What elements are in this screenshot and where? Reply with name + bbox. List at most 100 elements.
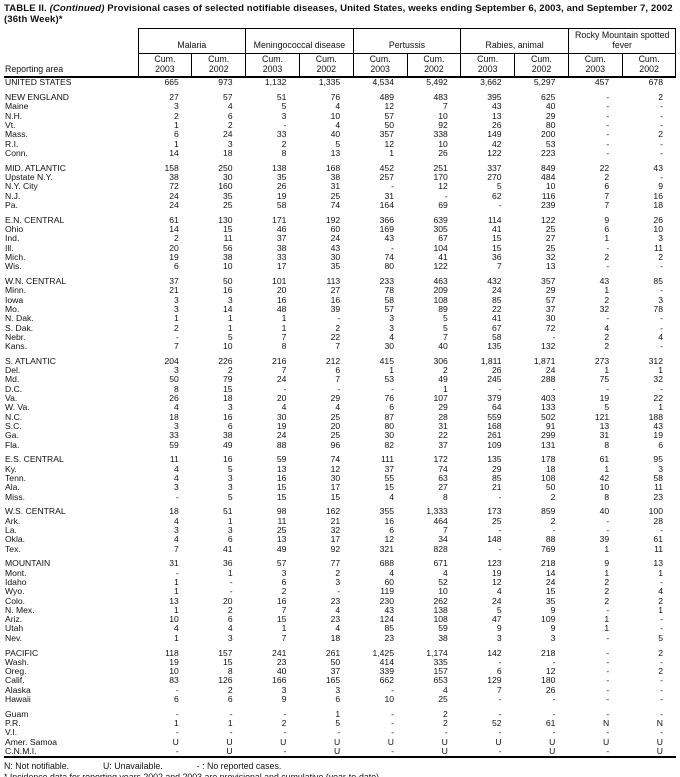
value-cell: 1 [658, 605, 663, 615]
value-cell: 118 [165, 648, 179, 658]
value-cell: 4 [174, 624, 179, 634]
value-cell: 463 [433, 277, 448, 287]
legend-item: - : No reported cases. [196, 761, 282, 772]
value-cell: 124 [379, 615, 394, 625]
column-meningococcal-disease-2002: Cum. 2002 [298, 53, 354, 79]
value-cell: 6 [389, 525, 394, 535]
value-cell: 29 [438, 403, 448, 413]
reporting-area-cell: Mont. [5, 568, 27, 578]
value-cell: 1 [281, 624, 287, 634]
value-cell: 23 [276, 657, 287, 667]
reporting-area-cell: Nev. [5, 633, 23, 643]
value-cell: 10 [653, 225, 663, 235]
value-cell: 973 [218, 77, 233, 88]
value-cell: - [606, 605, 610, 615]
reporting-area-cell: Minn. [5, 286, 27, 296]
value-cell: 2 [443, 719, 448, 729]
value-cell: 20 [223, 596, 233, 606]
value-cell: 16 [276, 473, 287, 483]
value-cell: 20 [276, 286, 287, 296]
value-cell: 5 [496, 182, 502, 192]
value-cell: 9 [658, 182, 663, 192]
value-cell: 7 [335, 375, 341, 385]
table-row-upstate-n-y: Upstate N.Y. 38 30 35 38 257 170 270 484 2 - [4, 173, 676, 182]
value-cell: 12 [492, 577, 502, 587]
value-cell: 2 [174, 234, 179, 244]
value-cell: - [660, 728, 663, 738]
value-cell: 50 [169, 375, 179, 385]
value-cell: - [498, 709, 502, 719]
value-cell: 166 [272, 676, 287, 686]
value-cell: 13 [545, 262, 556, 272]
column-group-rabies-animal: Rabies, animal [460, 27, 569, 54]
value-cell: 10 [384, 694, 394, 704]
reporting-area-cell: E.S. CENTRAL [5, 455, 64, 465]
value-cell: 61 [545, 719, 556, 729]
table-row-new-england: NEW ENGLAND 27 57 51 76 489 483 395 625 - 2 [4, 93, 676, 102]
value-cell: 1 [604, 624, 610, 634]
value-cell: 43 [384, 234, 394, 244]
table-row-ga: Ga. 33 38 24 25 30 22 261 299 31 19 [4, 431, 676, 440]
table-row-amer-samoa: Amer. Samoa U U U U U U U U U U [4, 738, 676, 747]
value-cell: - [498, 694, 502, 704]
value-cell: 1 [174, 121, 179, 131]
value-cell: 200 [541, 130, 556, 140]
value-cell: 1,174 [426, 648, 448, 658]
reporting-area-cell: Maine [5, 102, 29, 112]
value-cell: - [391, 685, 394, 695]
value-cell: 35 [330, 262, 341, 272]
value-cell: 9 [281, 694, 287, 704]
value-cell: 1 [604, 234, 610, 244]
column-meningococcal-disease-2003: Cum. 2003 [245, 53, 300, 79]
value-cell: - [229, 587, 233, 597]
value-cell: 15 [545, 587, 556, 597]
value-cell: 11 [654, 243, 663, 253]
value-cell: 56 [223, 243, 233, 253]
value-cell: 11 [654, 544, 663, 554]
value-cell: - [391, 728, 394, 738]
table-row-wyo: Wyo. 1 - 2 - 119 10 4 15 2 4 [4, 587, 676, 596]
value-cell: 10 [438, 587, 448, 597]
value-cell: 88 [276, 440, 287, 450]
value-cell: 1 [604, 366, 610, 376]
table-row-ark: Ark. 4 1 11 21 16 464 25 2-28 [4, 517, 676, 526]
value-cell: 19 [169, 252, 179, 262]
value-cell: - [498, 200, 502, 210]
value-cell: 26 [492, 366, 502, 376]
value-cell: 37 [384, 464, 394, 474]
value-cell: U [333, 746, 341, 756]
value-cell: 29 [492, 464, 502, 474]
value-cell: 29 [545, 286, 556, 296]
value-cell: 30 [384, 431, 394, 441]
value-cell: 122 [487, 148, 502, 158]
value-cell: 80 [384, 421, 394, 431]
value-cell: 133 [541, 403, 556, 413]
reporting-area-cell: Mass. [5, 130, 28, 140]
table-row-ala: Ala. 3 3 15 17 15 27 21 50 10 11 [4, 483, 676, 492]
value-cell: 5 [443, 314, 448, 324]
value-cell: 32 [653, 375, 663, 385]
value-cell: 15 [223, 657, 233, 667]
value-cell: 43 [384, 605, 394, 615]
value-cell: 57 [276, 559, 287, 569]
value-cell: 1 [335, 709, 341, 719]
table-row-vt: Vt. 1 2 - 4 50 92 26 80 - - [4, 121, 676, 130]
value-cell: 239 [541, 200, 556, 210]
value-cell: 12 [384, 102, 394, 112]
value-cell: - [606, 314, 610, 324]
value-cell: 1 [174, 577, 179, 587]
value-cell: 89 [438, 304, 448, 314]
value-cell: 14 [223, 304, 233, 314]
value-cell: 23 [384, 633, 394, 643]
value-cell: 1 [227, 314, 233, 324]
value-cell: 4 [335, 102, 341, 112]
value-cell: 321 [379, 544, 394, 554]
table-row-va: Va. 26 18 20 29 76 107 379 403 19 22 [4, 394, 676, 403]
value-cell: 113 [326, 277, 341, 287]
value-cell: 415 [379, 356, 394, 366]
value-cell: U [226, 746, 233, 756]
value-cell: 9 [496, 624, 502, 634]
value-cell: 10 [223, 342, 233, 352]
value-cell: 338 [433, 130, 448, 140]
column-group-pertussis: Pertussis [352, 27, 462, 54]
